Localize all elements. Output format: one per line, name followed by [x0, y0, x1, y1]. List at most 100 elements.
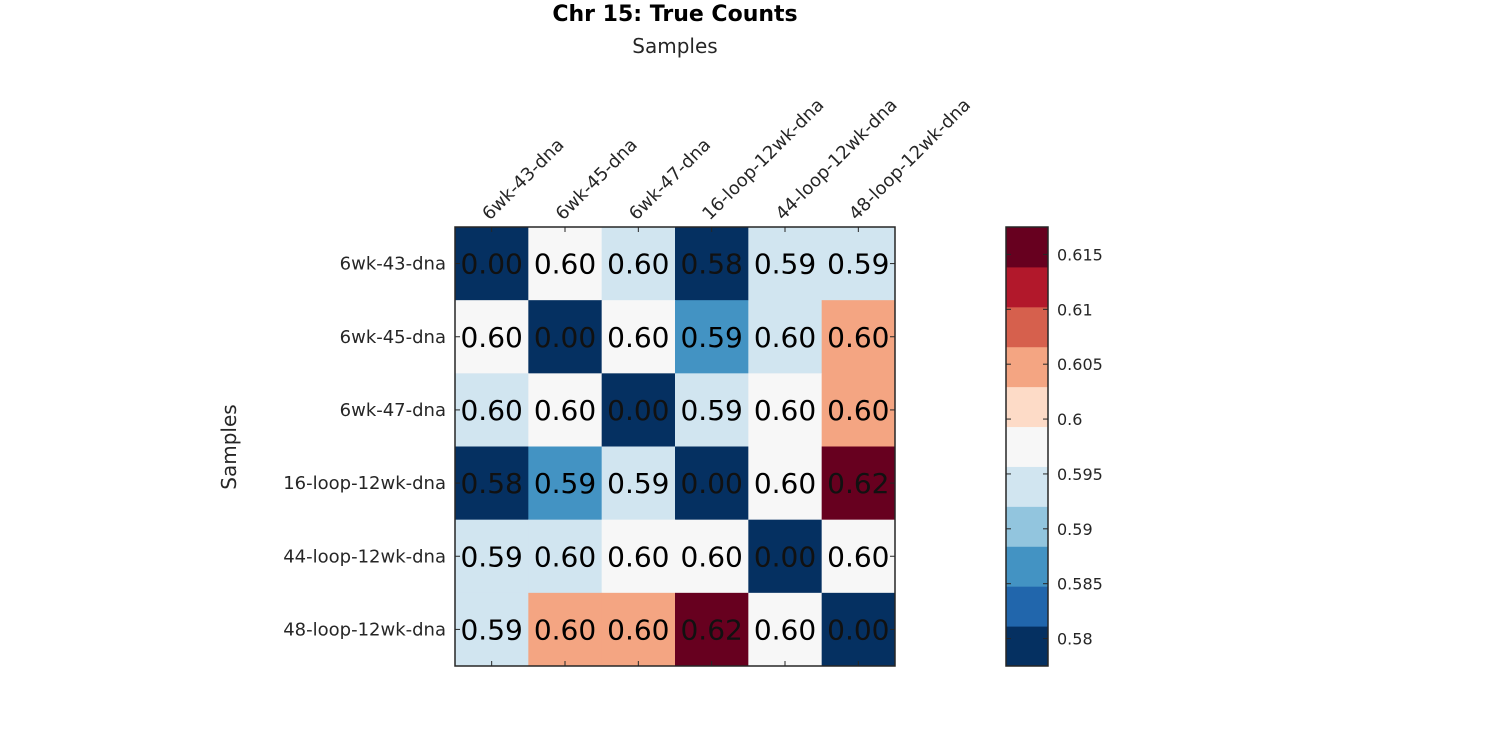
colorbar-tick-label: 0.6: [1057, 410, 1082, 429]
heatmap-cell-label: 0.60: [607, 321, 669, 354]
heatmap-cell: [821, 446, 896, 521]
heatmap-cell-label: 0.59: [460, 613, 522, 646]
colorbar-tick-label: 0.59: [1057, 520, 1093, 539]
heatmap-cell-label: 0.60: [460, 394, 522, 427]
colorbar-tick-label: 0.615: [1057, 245, 1103, 264]
y-tick-label: 16-loop-12wk-dna: [283, 473, 446, 494]
heatmap-cell: [528, 446, 603, 521]
y-tick-label: 44-loop-12wk-dna: [283, 546, 446, 567]
heatmap-cell-label: 0.00: [754, 540, 816, 573]
heatmap-cell: [528, 373, 603, 447]
heatmap-cell: [601, 373, 676, 447]
colorbar-ticks: 0.58 0.585 0.59 0.595 0.6 0.605 0.61 0.615: [1006, 245, 1103, 649]
heatmap-cell: [455, 446, 529, 521]
heatmap-cell-label: 0.60: [754, 321, 816, 354]
heatmap-cell: [821, 373, 896, 447]
heatmap-cell-label: 0.00: [607, 394, 669, 427]
x-tick-label: 44-loop-12wk-dna: [772, 95, 902, 225]
heatmap-cell-label: 0.00: [827, 613, 889, 646]
y-tick-label: 48-loop-12wk-dna: [283, 619, 446, 640]
heatmap-cell-label: 0.60: [607, 540, 669, 573]
heatmap-frame: [454, 226, 896, 667]
colorbar-frame: [1005, 226, 1049, 667]
heatmap-cell-label: 0.00: [460, 248, 522, 281]
heatmap-cell: [528, 300, 603, 374]
heatmap-cell-label: 0.60: [754, 394, 816, 427]
heatmap-cell: [601, 519, 676, 594]
heatmap-cell: [748, 592, 823, 667]
x-tick-label: 16-loop-12wk-dna: [698, 95, 828, 225]
heatmap-cell-label: 0.58: [680, 248, 742, 281]
heatmap-cell: [748, 446, 823, 521]
heatmap-cell-label: 0.60: [827, 321, 889, 354]
colorbar-segment: [1006, 586, 1048, 627]
heatmap-cell: [675, 592, 749, 667]
heatmap-cell: [455, 519, 529, 594]
heatmap-cell-label: 0.58: [460, 467, 522, 500]
heatmap-cell-label: 0.62: [680, 613, 742, 646]
heatmap-cell: [748, 300, 823, 374]
heatmap-cell: [821, 519, 896, 594]
heatmap-cell-label: 0.00: [680, 467, 742, 500]
heatmap-cell: [601, 300, 676, 374]
heatmap-cell: [821, 300, 896, 374]
colorbar-segment: [1006, 546, 1048, 587]
heatmap-cell: [601, 592, 676, 667]
heatmap-cell: [675, 446, 749, 521]
y-tick-label: 6wk-47-dna: [340, 400, 446, 421]
heatmap-cell-label: 0.60: [827, 540, 889, 573]
heatmap-cell: [455, 300, 529, 374]
colorbar-tick-label: 0.605: [1057, 355, 1103, 374]
heatmap-cell-label: 0.60: [534, 613, 596, 646]
x-axis-label: Samples: [632, 34, 717, 58]
heatmap-cell: [748, 373, 823, 447]
heatmap-cell-label: 0.60: [534, 248, 596, 281]
colorbar-segment: [1006, 306, 1048, 348]
heatmap-cell-labels: 0.00 0.60 0.60 0.58 0.59 0.59 0.60 0.00 0.60 0.59…: [460, 248, 889, 647]
y-tick-label: 6wk-43-dna: [340, 254, 446, 275]
heatmap-cell-label: 0.60: [680, 540, 742, 573]
colorbar-tick-label: 0.585: [1057, 575, 1103, 594]
heatmap-cell: [675, 227, 749, 301]
heatmap-cell-label: 0.60: [460, 321, 522, 354]
colorbar-segment: [1006, 266, 1048, 308]
heatmap-cell-label: 0.60: [827, 394, 889, 427]
chart-title: Chr 15: True Counts: [552, 2, 797, 27]
heatmap-cell: [821, 227, 896, 301]
heatmap-cell-label: 0.60: [754, 467, 816, 500]
heatmap-cell-label: 0.59: [680, 394, 742, 427]
heatmap-cell: [528, 592, 603, 667]
colorbar-segment: [1006, 386, 1048, 428]
heatmap-cell: [528, 227, 603, 301]
y-tick-labels: 6wk-43-dna 6wk-45-dna 6wk-47-dna 16-loop-12…: [283, 254, 446, 641]
heatmap-cell-label: 0.59: [680, 321, 742, 354]
heatmap-cell: [528, 519, 603, 594]
colorbar-segment: [1006, 227, 1048, 268]
heatmap-cell-label: 0.59: [754, 248, 816, 281]
heatmap-cell: [455, 373, 529, 447]
heatmap-cell: [675, 519, 749, 594]
heatmap-cell-label: 0.62: [827, 467, 889, 500]
colorbar-segment: [1006, 426, 1048, 467]
colorbar: [1006, 227, 1048, 667]
heatmap-cell-label: 0.60: [534, 540, 596, 573]
heatmap-cells: [455, 227, 896, 667]
heatmap-cell-label: 0.60: [534, 394, 596, 427]
heatmap-cell: [455, 227, 529, 301]
heatmap-cell-label: 0.60: [607, 613, 669, 646]
heatmap-cell: [748, 227, 823, 301]
colorbar-segment: [1006, 506, 1048, 547]
x-tick-label: 48-loop-12wk-dna: [845, 95, 975, 225]
x-tick-labels: 6wk-43-dna6wk-45-dna6wk-47-dna16-loop-12…: [478, 95, 975, 225]
heatmap-cell-label: 0.59: [534, 467, 596, 500]
heatmap-cell-label: 0.59: [607, 467, 669, 500]
colorbar-tick-label: 0.58: [1057, 630, 1093, 649]
heatmap-cell-label: 0.60: [607, 248, 669, 281]
colorbar-tick-label: 0.595: [1057, 465, 1103, 484]
y-tick-label: 6wk-45-dna: [340, 327, 446, 348]
heatmap-cell: [675, 373, 749, 447]
heatmap-cell: [748, 519, 823, 594]
heatmap-cell: [675, 300, 749, 374]
colorbar-segment: [1006, 346, 1048, 388]
